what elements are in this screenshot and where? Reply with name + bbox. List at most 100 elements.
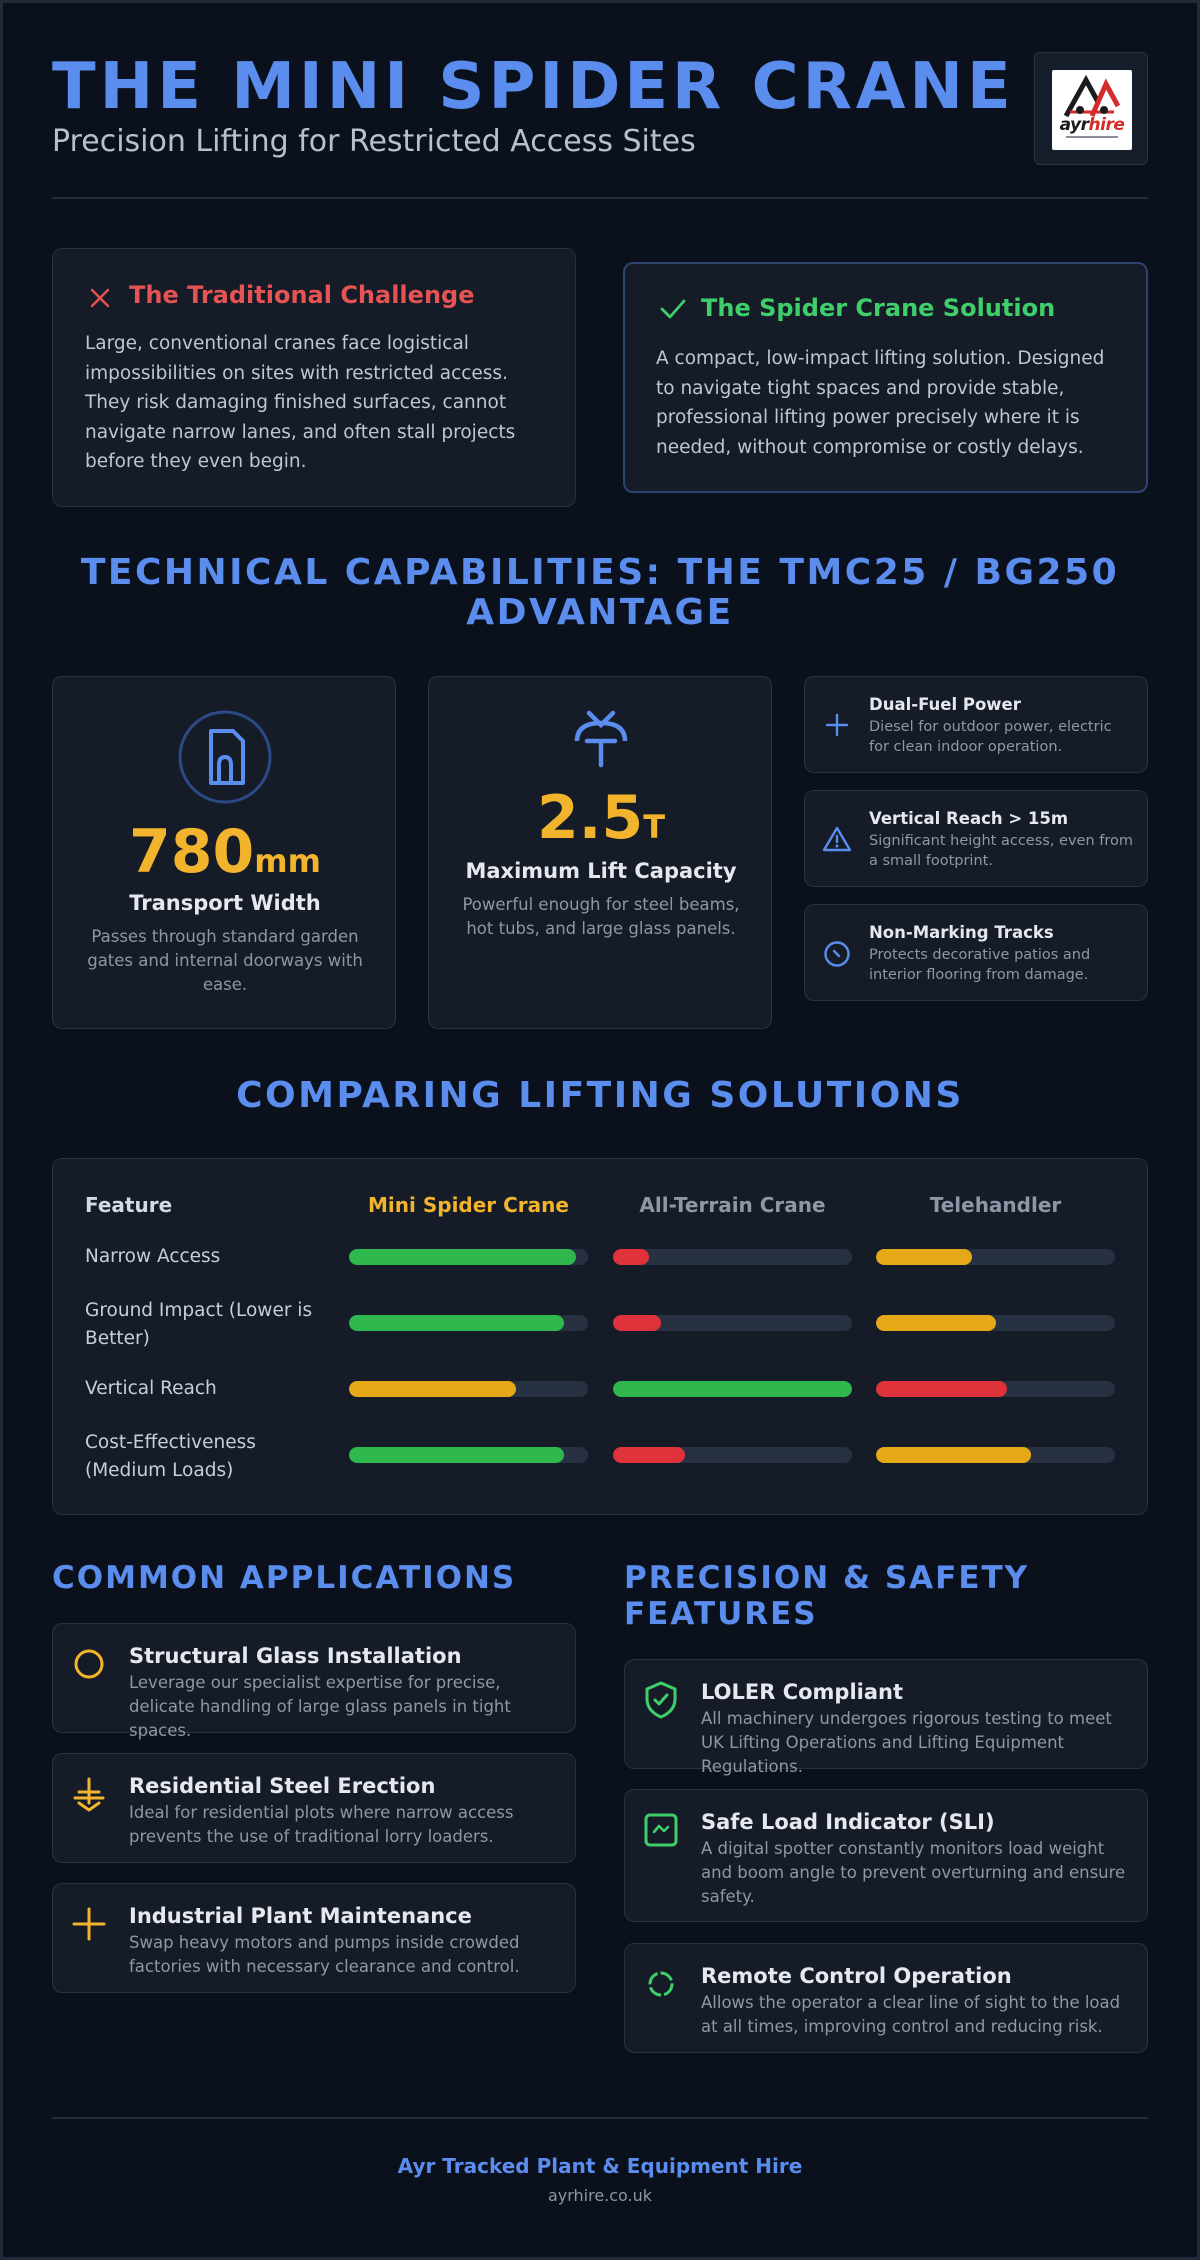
comparison-bar <box>613 1315 661 1331</box>
feature-title: Non-Marking Tracks <box>869 923 1054 942</box>
column-header-feature: Feature <box>85 1193 173 1217</box>
comparison-bar-track <box>349 1249 588 1265</box>
comparison-bar <box>349 1315 565 1331</box>
stat-card-capacity: 2.5T Maximum Lift Capacity Powerful enou… <box>428 676 772 1029</box>
row-label: Narrow Access <box>85 1246 221 1267</box>
feature-title: Vertical Reach > 15m <box>869 809 1069 828</box>
application-desc: Ideal for residential plots where narrow… <box>129 1803 514 1846</box>
footer-divider <box>52 2117 1148 2119</box>
comparison-title: COMPARING LIFTING SOLUTIONS <box>236 1075 964 1116</box>
solution-body: A compact, low-impact lifting solution. … <box>656 348 1105 458</box>
comparison-bar-track <box>876 1447 1115 1463</box>
capabilities-title: TECHNICAL CAPABILITIES: THE TMC25 / BG25… <box>80 552 1120 633</box>
safety-item-desc: Allows the operator a clear line of sigh… <box>701 1993 1121 2036</box>
comparison-bar-track <box>613 1249 852 1265</box>
column-header-all-terrain: All-Terrain Crane <box>639 1193 826 1217</box>
comparison-bar <box>349 1381 517 1397</box>
logo-wordmark: ayrhire <box>1059 115 1125 135</box>
comparison-bar-track <box>349 1315 588 1331</box>
stat-card-width: 780mm Transport Width Passes through sta… <box>52 676 396 1029</box>
column-header-telehandler: Telehandler <box>929 1193 1062 1217</box>
feature-desc: Protects decorative patios and interior … <box>869 947 1091 983</box>
comparison-bar-track <box>613 1315 852 1331</box>
comparison-bar-track <box>876 1315 1115 1331</box>
page-title: THE MINI SPIDER CRANE <box>52 50 1015 124</box>
shield-check-icon <box>645 1681 677 1719</box>
challenge-title: The Traditional Challenge <box>129 281 475 309</box>
stat-capacity-value: 2.5T <box>536 783 666 853</box>
comparison-bar-track <box>613 1381 852 1397</box>
safety-item-desc: A digital spotter constantly monitors lo… <box>701 1839 1126 1906</box>
comparison-bar-track <box>876 1381 1115 1397</box>
crane-hook-icon <box>574 710 628 768</box>
stat-capacity-desc: Powerful enough for steel beams, hot tub… <box>462 895 740 938</box>
warning-icon <box>822 826 852 852</box>
comparison-table: Feature Mini Spider Crane All-Terrain Cr… <box>52 1158 1148 1515</box>
gauge-icon <box>824 941 850 967</box>
solution-title: The Spider Crane Solution <box>701 294 1056 322</box>
comparison-bar-track <box>613 1447 852 1463</box>
footer-website-link[interactable]: ayrhire.co.uk <box>547 2186 653 2205</box>
application-glass: Structural Glass Installation Leverage o… <box>52 1623 576 1740</box>
row-label: Ground Impact (Lower is Better) <box>85 1300 313 1349</box>
feature-desc: Significant height access, even from a s… <box>869 833 1134 869</box>
comparison-bar <box>876 1315 996 1331</box>
safety-sli: Safe Load Indicator (SLI) A digital spot… <box>624 1789 1148 1922</box>
row-label: Vertical Reach <box>85 1378 217 1399</box>
footer-company: Ayr Tracked Plant & Equipment Hire <box>397 2154 803 2178</box>
application-title: Residential Steel Erection <box>129 1774 436 1798</box>
feature-vertical-reach: Vertical Reach > 15m Significant height … <box>804 790 1148 887</box>
safety-loler: LOLER Compliant All machinery undergoes … <box>624 1659 1148 1776</box>
feature-non-marking: Non-Marking Tracks Protects decorative p… <box>804 904 1148 1001</box>
application-steel: Residential Steel Erection Ideal for res… <box>52 1753 576 1863</box>
application-plant: Industrial Plant Maintenance Swap heavy … <box>52 1883 576 1993</box>
safety-item-title: Remote Control Operation <box>701 1964 1012 1988</box>
application-desc: Leverage our specialist expertise for pr… <box>129 1673 511 1740</box>
remote-icon <box>648 1971 674 1997</box>
check-icon <box>660 299 686 319</box>
stat-width-label: Transport Width <box>129 891 321 915</box>
comparison-bar <box>613 1447 685 1463</box>
stat-capacity-label: Maximum Lift Capacity <box>465 859 737 883</box>
crane-logo-icon <box>1063 74 1121 118</box>
application-title: Industrial Plant Maintenance <box>129 1904 472 1928</box>
company-logo: ayrhire <box>1034 52 1148 165</box>
comparison-bar <box>349 1249 577 1265</box>
challenge-body: Large, conventional cranes face logistic… <box>85 333 516 472</box>
comparison-bar <box>613 1249 649 1265</box>
application-title: Structural Glass Installation <box>129 1644 462 1668</box>
comparison-bar-track <box>349 1447 588 1463</box>
safety-item-title: Safe Load Indicator (SLI) <box>701 1810 995 1834</box>
comparison-bar <box>349 1447 565 1463</box>
safety-item-desc: All machinery undergoes rigorous testing… <box>701 1709 1112 1776</box>
challenge-card: The Traditional Challenge Large, convent… <box>52 248 576 507</box>
safety-title: PRECISION & SAFETY FEATURES <box>624 1560 1030 1632</box>
plus-icon <box>825 713 849 737</box>
safety-item-title: LOLER Compliant <box>701 1680 904 1704</box>
comparison-bar <box>613 1381 852 1397</box>
applications-title: COMMON APPLICATIONS <box>52 1560 517 1596</box>
close-icon <box>90 288 110 308</box>
page-subtitle: Precision Lifting for Restricted Access … <box>52 124 696 159</box>
feature-desc: Diesel for outdoor power, electric for c… <box>869 719 1112 755</box>
column-header-spider: Mini Spider Crane <box>368 1193 569 1217</box>
plus-icon <box>72 1907 106 1941</box>
stat-width-desc: Passes through standard garden gates and… <box>87 927 363 994</box>
comparison-bar <box>876 1447 1032 1463</box>
feature-title: Dual-Fuel Power <box>869 695 1021 714</box>
comparison-bar-track <box>349 1381 588 1397</box>
door-icon <box>178 710 272 804</box>
circle-icon <box>74 1649 104 1679</box>
stat-width-value: 780mm <box>129 817 321 887</box>
solution-card: The Spider Crane Solution A compact, low… <box>623 262 1148 493</box>
comparison-bar <box>876 1249 972 1265</box>
comparison-bar <box>876 1381 1008 1397</box>
feature-dual-fuel: Dual-Fuel Power Diesel for outdoor power… <box>804 676 1148 773</box>
comparison-bar-track <box>876 1249 1115 1265</box>
monitor-icon <box>644 1813 678 1847</box>
header-divider <box>52 197 1148 199</box>
safety-remote: Remote Control Operation Allows the oper… <box>624 1943 1148 2053</box>
row-label: Cost-Effectiveness (Medium Loads) <box>85 1432 256 1481</box>
application-desc: Swap heavy motors and pumps inside crowd… <box>129 1933 520 1976</box>
